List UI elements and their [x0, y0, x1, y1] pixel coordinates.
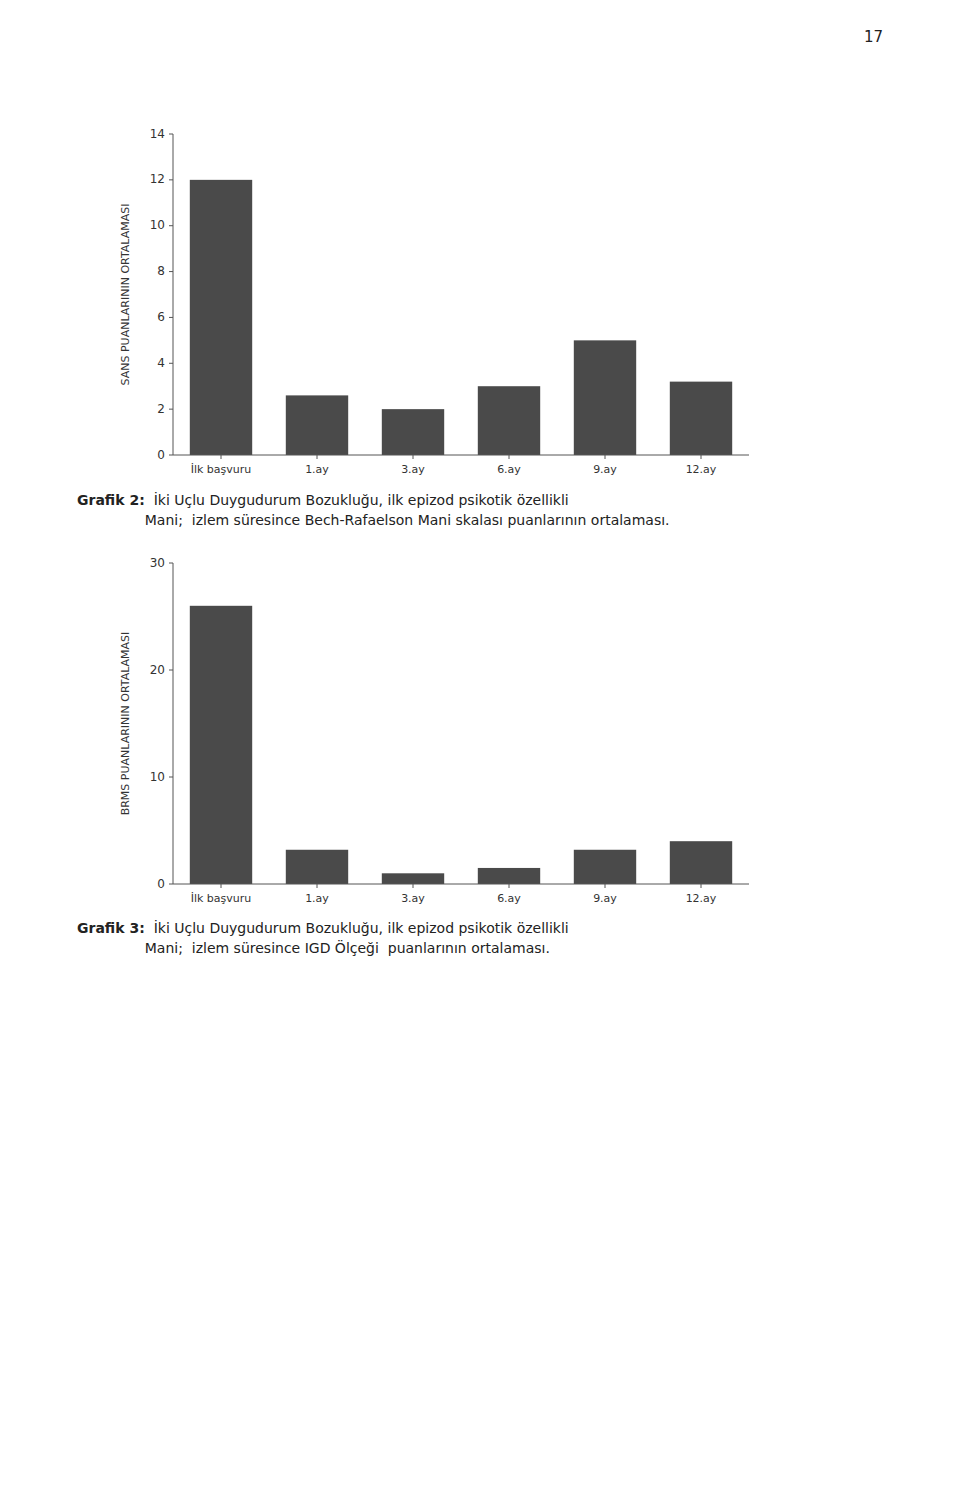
- x-tick-label: 6.ay: [497, 892, 521, 905]
- y-tick: [169, 777, 173, 778]
- y-tick: [169, 455, 173, 456]
- x-tick: [509, 884, 510, 888]
- bar-chart: 0 2 4 6 8 10 12 14 İlk başvuru 1.ay 3.ay 6.ay 9.ay 12…: [0, 100, 960, 490]
- bar: [478, 868, 540, 884]
- y-tick-label: 30: [150, 556, 165, 570]
- x-tick: [317, 884, 318, 888]
- bars: [190, 180, 732, 455]
- y-tick-label: 0: [157, 877, 165, 891]
- caption: Grafik 3: İki Uçlu Duygudurum Bozukluğu,…: [77, 918, 937, 959]
- bar-chart: 0 10 20 30 İlk başvuru 1.ay 3.ay 6.ay 9.ay 12.ay B…: [0, 529, 960, 919]
- y-tick-label: 2: [157, 402, 165, 416]
- bar: [286, 395, 348, 455]
- x-axis-line: [173, 884, 749, 885]
- bar: [574, 340, 636, 455]
- bars: [190, 606, 732, 884]
- y-tick-label: 4: [157, 356, 165, 370]
- y-tick-label: 6: [157, 310, 165, 324]
- x-tick: [605, 455, 606, 459]
- x-tick-label: 3.ay: [401, 892, 425, 905]
- caption-title: Grafik 2:: [77, 490, 145, 531]
- bar: [574, 850, 636, 884]
- caption-text: İki Uçlu Duygudurum Bozukluğu, ilk epizo…: [145, 490, 670, 531]
- x-tick-label: İlk başvuru: [191, 463, 252, 476]
- x-tick-label: 12.ay: [686, 892, 717, 905]
- x-tick: [221, 455, 222, 459]
- x-tick-label: 1.ay: [305, 463, 329, 476]
- page: 17 0 2 4 6 8 10 12 14 İlk başvuru 1.ay 3.ay 6.ay 9.ay…: [0, 0, 960, 1493]
- x-tick-label: 6.ay: [497, 463, 521, 476]
- x-tick: [413, 455, 414, 459]
- y-tick: [169, 225, 173, 226]
- y-axis-label: BRMS PUANLARININ ORTALAMASI: [119, 632, 132, 816]
- x-tick: [605, 884, 606, 888]
- y-tick-label: 8: [157, 264, 165, 278]
- bar: [382, 409, 444, 455]
- y-axis-line: [173, 134, 174, 455]
- bar: [190, 180, 252, 455]
- y-tick: [169, 670, 173, 671]
- x-axis-line: [173, 455, 749, 456]
- y-tick: [169, 563, 173, 564]
- y-axis-label: SANS PUANLARININ ORTALAMASI: [119, 204, 132, 386]
- y-tick-label: 10: [150, 218, 165, 232]
- caption-text: İki Uçlu Duygudurum Bozukluğu, ilk epizo…: [145, 918, 569, 959]
- y-tick-label: 0: [157, 448, 165, 462]
- bar: [670, 382, 732, 455]
- y-tick-label: 10: [150, 770, 165, 784]
- y-tick-label: 20: [150, 663, 165, 677]
- x-tick-label: 9.ay: [593, 463, 617, 476]
- y-tick-label: 12: [150, 172, 165, 186]
- page-number: 17: [864, 28, 883, 46]
- x-tick: [701, 455, 702, 459]
- axes: 0 2 4 6 8 10 12 14 İlk başvuru 1.ay 3.ay 6.ay 9.ay 12…: [150, 127, 749, 477]
- bar: [478, 386, 540, 455]
- y-tick: [169, 134, 173, 135]
- y-tick: [169, 271, 173, 272]
- bar: [382, 873, 444, 884]
- axes: 0 10 20 30 İlk başvuru 1.ay 3.ay 6.ay 9.ay 12.ay: [150, 556, 749, 906]
- x-tick: [701, 884, 702, 888]
- y-tick-label: 14: [150, 127, 165, 141]
- y-tick: [169, 884, 173, 885]
- caption-title: Grafik 3:: [77, 918, 145, 959]
- x-tick: [413, 884, 414, 888]
- bar: [190, 606, 252, 884]
- x-tick-label: İlk başvuru: [191, 892, 252, 905]
- y-tick: [169, 409, 173, 410]
- bar: [670, 841, 732, 884]
- y-axis-line: [173, 563, 174, 884]
- x-tick-label: 1.ay: [305, 892, 329, 905]
- bar: [286, 850, 348, 884]
- y-tick: [169, 179, 173, 180]
- x-tick: [317, 455, 318, 459]
- x-tick-label: 9.ay: [593, 892, 617, 905]
- x-tick-label: 3.ay: [401, 463, 425, 476]
- y-tick: [169, 363, 173, 364]
- x-tick: [509, 455, 510, 459]
- x-tick-label: 12.ay: [686, 463, 717, 476]
- caption: Grafik 2: İki Uçlu Duygudurum Bozukluğu,…: [77, 490, 937, 531]
- x-tick: [221, 884, 222, 888]
- y-tick: [169, 317, 173, 318]
